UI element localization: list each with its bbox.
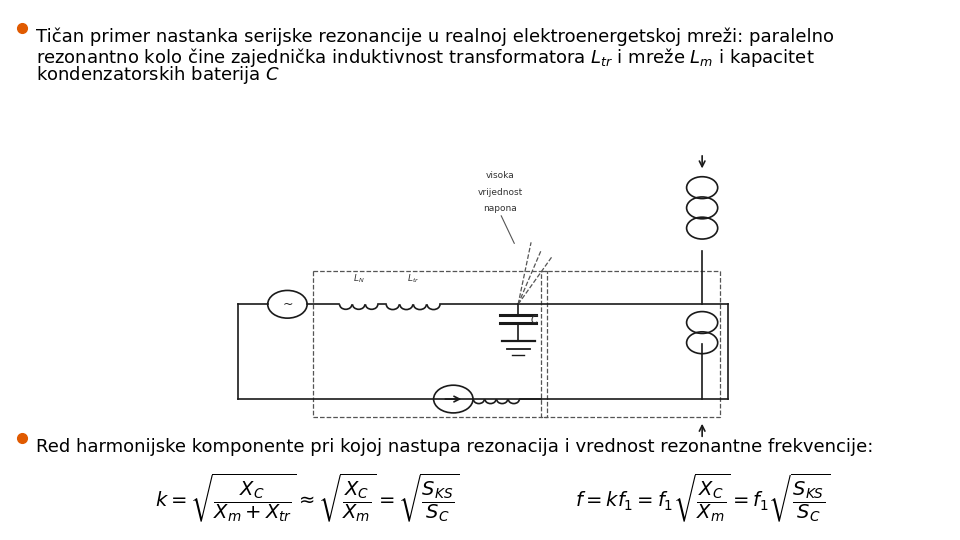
Text: $L_{tr}$: $L_{tr}$: [407, 273, 420, 285]
Text: $C$: $C$: [530, 313, 539, 325]
Text: napona: napona: [483, 204, 516, 213]
Text: $k = \sqrt{\dfrac{X_C}{X_m + X_{tr}}} \approx \sqrt{\dfrac{X_C}{X_m}} = \sqrt{\d: $k = \sqrt{\dfrac{X_C}{X_m + X_{tr}}} \a…: [155, 472, 460, 524]
Text: kondenzatorskih baterija $C$: kondenzatorskih baterija $C$: [36, 64, 280, 86]
Text: Tičan primer nastanka serijske rezonancije u realnoj elektroenergetskoj mreži: p: Tičan primer nastanka serijske rezonanci…: [36, 28, 834, 46]
Text: ~: ~: [282, 298, 293, 311]
Text: rezonantno kolo čine zajednička induktivnost transformatora $L_{tr}$ i mreže $L_: rezonantno kolo čine zajednička induktiv…: [36, 46, 815, 69]
Text: Red harmonijske komponente pri kojoj nastupa rezonacija i vrednost rezonantne fr: Red harmonijske komponente pri kojoj nas…: [36, 438, 874, 456]
Text: $L_N$: $L_N$: [352, 273, 364, 285]
Text: vrijednost: vrijednost: [477, 187, 522, 197]
Text: $f = kf_1 = f_1\sqrt{\dfrac{X_C}{X_m}} = f_1\sqrt{\dfrac{S_{KS}}{S_C}}$: $f = kf_1 = f_1\sqrt{\dfrac{X_C}{X_m}} =…: [575, 472, 830, 524]
Text: visoka: visoka: [486, 171, 515, 180]
